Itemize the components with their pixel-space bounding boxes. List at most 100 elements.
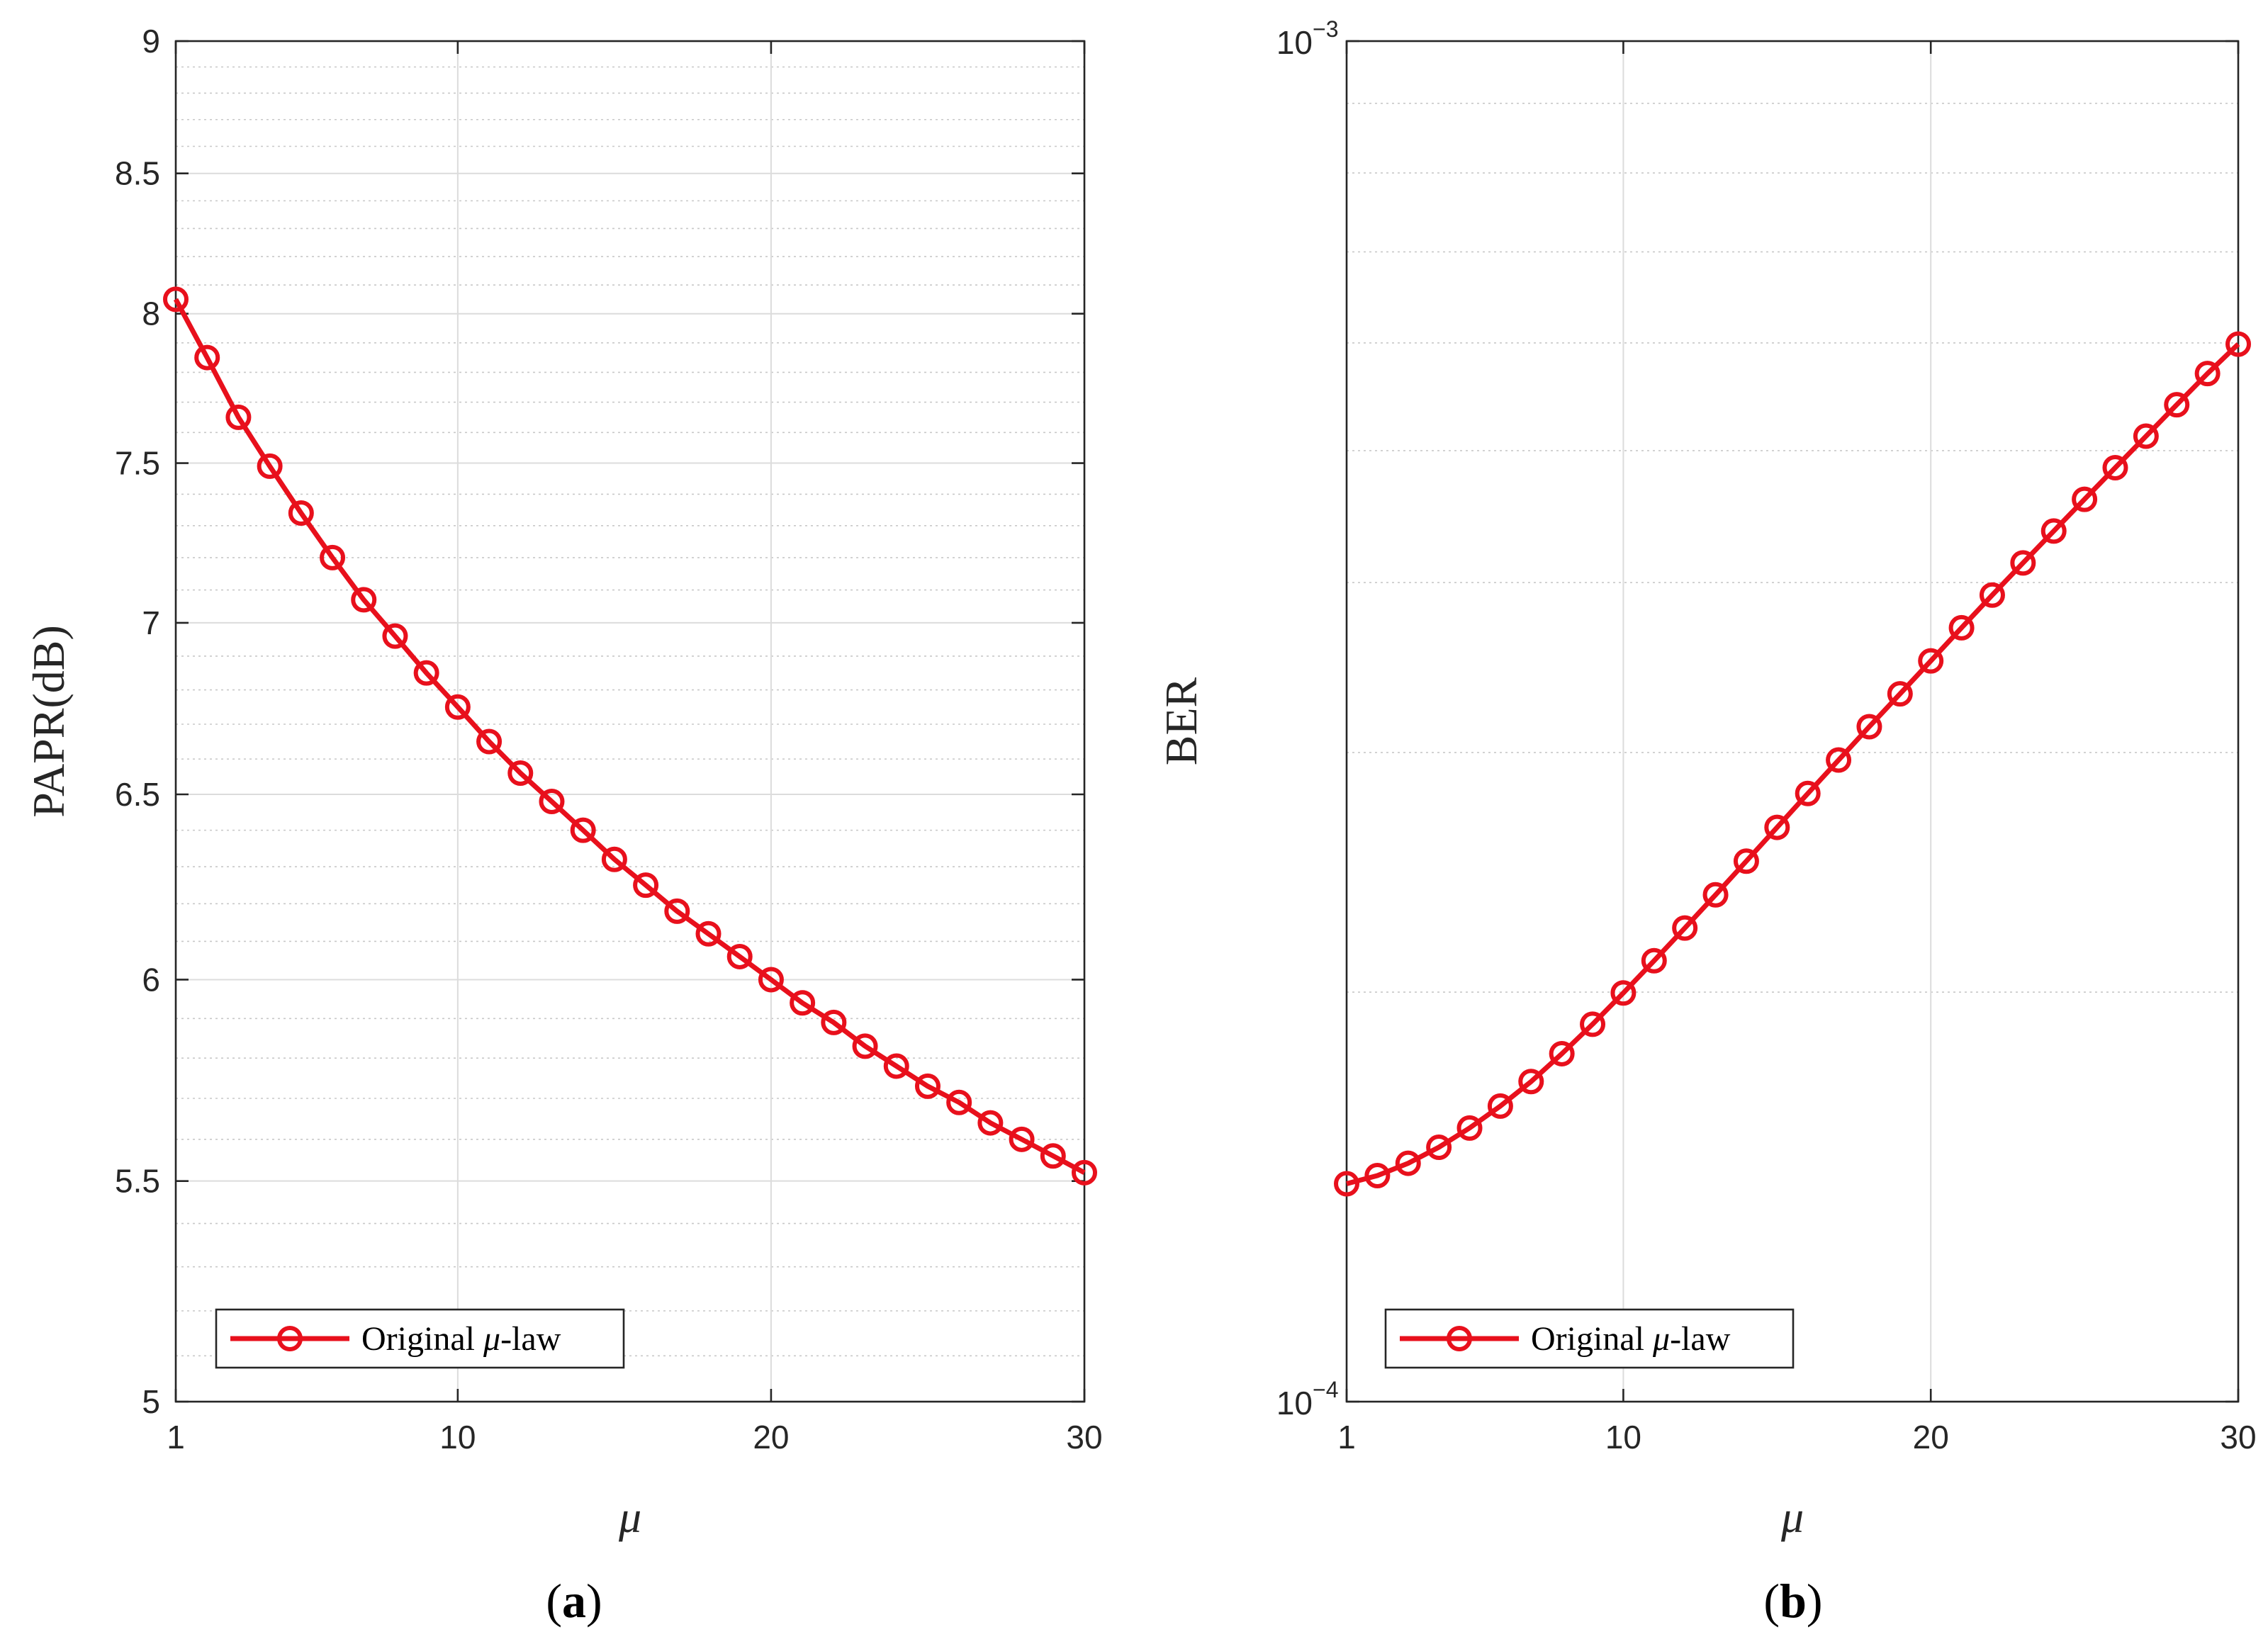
data-point bbox=[790, 990, 816, 1016]
grid-a bbox=[175, 40, 1085, 1402]
data-point bbox=[2010, 550, 2036, 576]
data-point bbox=[1040, 1143, 1066, 1169]
data-point bbox=[2194, 361, 2221, 387]
data-point bbox=[914, 1073, 941, 1099]
data-point bbox=[1887, 681, 1913, 707]
legend-marker-swatch bbox=[277, 1326, 303, 1351]
series-line bbox=[1346, 342, 2240, 1186]
data-point bbox=[852, 1033, 878, 1059]
grid-b bbox=[1346, 40, 2239, 1402]
data-point bbox=[2072, 486, 2098, 512]
data-point bbox=[1702, 882, 1729, 908]
y-tick-label: 10 bbox=[1276, 1385, 1313, 1421]
data-point bbox=[664, 898, 690, 924]
data-point bbox=[977, 1110, 1004, 1136]
data-point bbox=[476, 728, 503, 755]
data-point bbox=[570, 817, 596, 843]
data-point bbox=[1518, 1069, 1544, 1095]
series-original-mu-law bbox=[163, 286, 1097, 1186]
data-point bbox=[1733, 848, 1759, 874]
ticks-a bbox=[174, 40, 1086, 1403]
legend-b: Original μ-law bbox=[1384, 1308, 1795, 1369]
data-point bbox=[1856, 714, 1882, 740]
chart-panel-a: 1 10 20 30 5 5.5 6 6.5 7 7.5 8 8.5 9 μ PAPR(dB) Origina… bbox=[23, 23, 1103, 1628]
y-tick-label: 5 bbox=[142, 1383, 160, 1420]
y-tick-label: 8 bbox=[142, 295, 160, 332]
x-tick-label: 10 bbox=[439, 1419, 476, 1456]
data-point bbox=[2133, 423, 2159, 449]
data-point bbox=[1641, 947, 1667, 974]
legend-marker-swatch bbox=[1447, 1326, 1472, 1351]
y-tick-label: 10 bbox=[1276, 24, 1313, 61]
data-point bbox=[2102, 455, 2128, 481]
data-point bbox=[1795, 780, 1821, 806]
y-tick-label: 6.5 bbox=[115, 776, 160, 813]
x-axis-title: μ bbox=[1780, 1492, 1804, 1542]
series-original-mu-law bbox=[1334, 331, 2251, 1197]
data-point bbox=[1610, 980, 1637, 1006]
y-tick-label-exponent: −3 bbox=[1313, 16, 1338, 42]
legend-a: Original μ-law bbox=[215, 1308, 625, 1369]
data-point bbox=[1549, 1040, 1575, 1066]
data-point bbox=[288, 500, 314, 526]
x-tick-label: 20 bbox=[753, 1419, 789, 1456]
x-tick-label: 30 bbox=[2220, 1419, 2256, 1456]
data-point bbox=[695, 920, 722, 947]
data-point bbox=[1580, 1011, 1606, 1037]
data-point bbox=[1334, 1171, 1359, 1197]
data-point bbox=[1979, 582, 2005, 608]
ticks-b bbox=[1345, 40, 2240, 1403]
data-point bbox=[413, 660, 439, 686]
data-point bbox=[2040, 518, 2067, 544]
series-line bbox=[173, 298, 1086, 1175]
data-point bbox=[507, 760, 534, 786]
legend-entry-label: Original μ-law bbox=[361, 1320, 561, 1358]
axes-box-a bbox=[174, 40, 1086, 1403]
data-point bbox=[1764, 814, 1790, 840]
data-point bbox=[1826, 747, 1852, 773]
data-point bbox=[194, 344, 220, 371]
data-point bbox=[382, 623, 408, 649]
axes-box-b bbox=[1345, 40, 2240, 1403]
data-point bbox=[821, 1009, 847, 1035]
data-point bbox=[320, 544, 346, 570]
panel-label-a: (a) bbox=[546, 1574, 602, 1628]
x-tick-label: 1 bbox=[167, 1419, 185, 1456]
data-point bbox=[633, 872, 659, 899]
y-tick-label: 6 bbox=[142, 961, 160, 998]
data-point bbox=[2225, 331, 2251, 357]
data-point bbox=[1072, 1159, 1097, 1186]
panel-label-b: (b) bbox=[1763, 1574, 1822, 1628]
x-tick-label: 10 bbox=[1605, 1419, 1641, 1456]
x-tick-label: 1 bbox=[1337, 1419, 1356, 1456]
data-point bbox=[1426, 1135, 1452, 1161]
y-tick-label: 9 bbox=[142, 23, 160, 60]
data-point bbox=[1364, 1163, 1391, 1189]
data-point bbox=[883, 1053, 909, 1079]
data-point bbox=[1672, 915, 1698, 941]
data-point bbox=[163, 286, 189, 313]
data-point bbox=[1948, 614, 1975, 641]
x-axis-title: μ bbox=[618, 1492, 641, 1542]
data-point bbox=[726, 943, 753, 969]
y-tick-label: 7.5 bbox=[115, 445, 160, 482]
data-point bbox=[2164, 392, 2190, 418]
legend-entry-label: Original μ-law bbox=[1531, 1320, 1731, 1358]
data-point bbox=[539, 789, 565, 815]
data-point bbox=[225, 404, 252, 430]
data-point bbox=[1918, 648, 1944, 674]
data-point bbox=[1009, 1126, 1035, 1152]
data-point bbox=[351, 587, 377, 613]
y-tick-label-exponent: −4 bbox=[1313, 1377, 1338, 1402]
x-tick-label: 20 bbox=[1913, 1419, 1949, 1456]
data-point bbox=[257, 453, 283, 479]
y-tick-label: 8.5 bbox=[115, 155, 160, 192]
data-point bbox=[1487, 1093, 1513, 1119]
data-point bbox=[444, 694, 471, 720]
data-point bbox=[1456, 1115, 1483, 1141]
y-tick-label: 5.5 bbox=[115, 1163, 160, 1200]
data-point bbox=[601, 846, 627, 872]
y-axis-title: BER bbox=[1156, 677, 1206, 765]
